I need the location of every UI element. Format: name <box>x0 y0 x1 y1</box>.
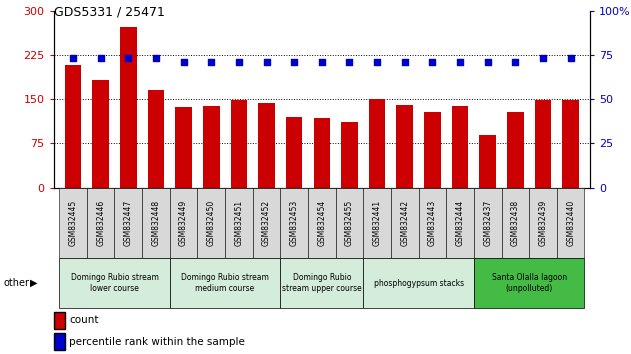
Text: GSM832453: GSM832453 <box>290 200 298 246</box>
Point <box>68 56 78 61</box>
Text: GSM832438: GSM832438 <box>511 200 520 246</box>
Text: GSM832446: GSM832446 <box>96 200 105 246</box>
Point <box>179 59 189 65</box>
Point <box>565 56 575 61</box>
Bar <box>120 27 136 188</box>
Bar <box>369 99 386 188</box>
Bar <box>562 100 579 188</box>
Text: GSM832442: GSM832442 <box>400 200 410 246</box>
Bar <box>286 117 302 188</box>
Point <box>538 56 548 61</box>
Point <box>510 59 521 65</box>
Point <box>483 59 493 65</box>
Bar <box>507 112 524 188</box>
Bar <box>92 80 109 188</box>
Text: GSM832443: GSM832443 <box>428 200 437 246</box>
Text: GSM832445: GSM832445 <box>69 200 78 246</box>
Point <box>455 59 465 65</box>
Bar <box>203 106 220 188</box>
Text: GSM832450: GSM832450 <box>207 200 216 246</box>
Bar <box>424 112 440 188</box>
Bar <box>314 118 330 188</box>
Text: GSM832439: GSM832439 <box>538 200 548 246</box>
Point <box>427 59 437 65</box>
Point <box>372 59 382 65</box>
Text: GDS5331 / 25471: GDS5331 / 25471 <box>54 5 165 18</box>
Text: Domingo Rubio stream
medium course: Domingo Rubio stream medium course <box>181 274 269 293</box>
Text: GSM832441: GSM832441 <box>372 200 382 246</box>
Point <box>399 59 410 65</box>
Point <box>345 59 355 65</box>
Text: Santa Olalla lagoon
(unpolluted): Santa Olalla lagoon (unpolluted) <box>492 274 567 293</box>
Bar <box>452 106 468 188</box>
Point <box>151 56 161 61</box>
Bar <box>341 121 358 188</box>
Text: GSM832444: GSM832444 <box>456 200 464 246</box>
Text: Domingo Rubio
stream upper course: Domingo Rubio stream upper course <box>282 274 362 293</box>
Text: GSM832452: GSM832452 <box>262 200 271 246</box>
Text: Domingo Rubio stream
lower course: Domingo Rubio stream lower course <box>71 274 158 293</box>
Point <box>317 59 327 65</box>
Text: GSM832440: GSM832440 <box>566 200 575 246</box>
Text: phosphogypsum stacks: phosphogypsum stacks <box>374 279 464 288</box>
Text: GSM832449: GSM832449 <box>179 200 188 246</box>
Text: GSM832447: GSM832447 <box>124 200 133 246</box>
Text: GSM832448: GSM832448 <box>151 200 160 246</box>
Text: GSM832437: GSM832437 <box>483 200 492 246</box>
Bar <box>396 105 413 188</box>
Text: GSM832455: GSM832455 <box>345 200 354 246</box>
Bar <box>65 65 81 188</box>
Point <box>261 59 271 65</box>
Text: count: count <box>69 315 99 325</box>
Text: percentile rank within the sample: percentile rank within the sample <box>69 337 245 347</box>
Bar <box>258 103 275 188</box>
Text: GSM832454: GSM832454 <box>317 200 326 246</box>
Text: GSM832451: GSM832451 <box>234 200 244 246</box>
Bar <box>480 135 496 188</box>
Point <box>95 56 105 61</box>
Bar <box>175 107 192 188</box>
Bar <box>534 100 551 188</box>
Point <box>123 56 133 61</box>
Bar <box>230 100 247 188</box>
Text: other: other <box>3 278 29 288</box>
Point <box>234 59 244 65</box>
Text: ▶: ▶ <box>30 278 38 288</box>
Bar <box>148 90 164 188</box>
Point <box>206 59 216 65</box>
Point <box>289 59 299 65</box>
